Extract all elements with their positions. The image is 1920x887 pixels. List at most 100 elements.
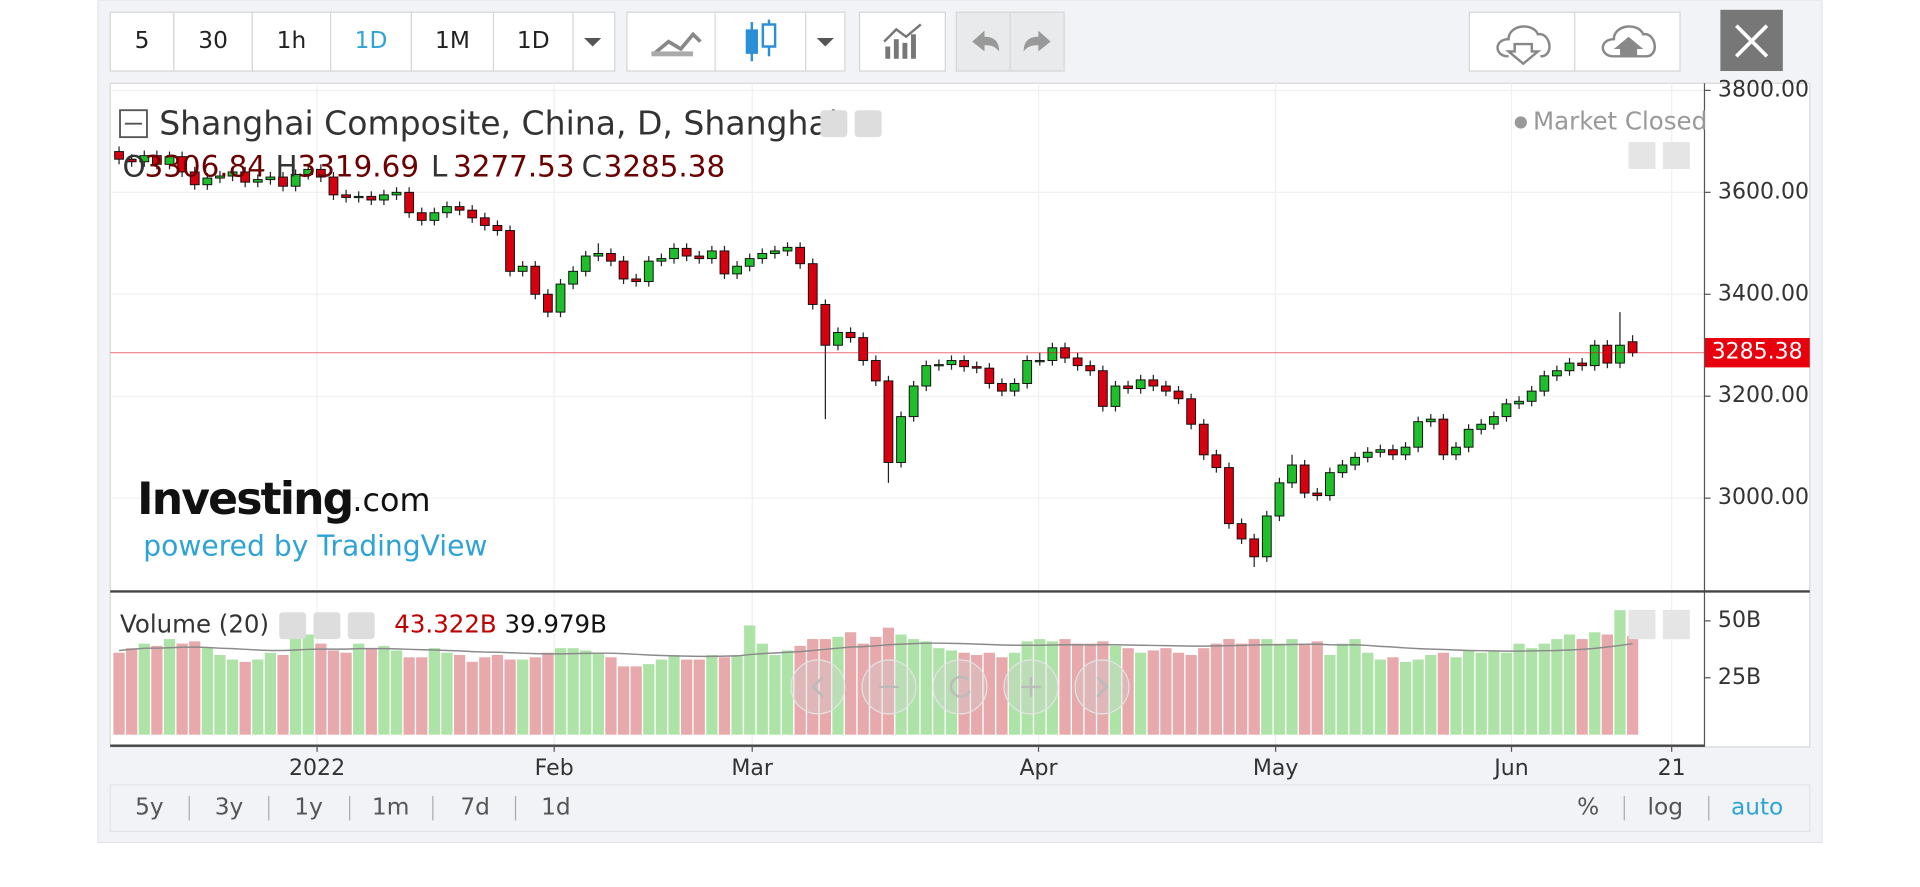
remove-icon[interactable] xyxy=(347,612,375,640)
resize-button[interactable] xyxy=(1662,142,1690,169)
candle-body xyxy=(1552,370,1562,377)
volume-bar xyxy=(1097,641,1109,735)
powered-by: powered by TradingView xyxy=(143,529,487,562)
investing-logo: Investing.com xyxy=(137,474,430,525)
move-up-button[interactable] xyxy=(1628,609,1656,640)
chart-style-group xyxy=(626,11,846,72)
scale-option[interactable]: auto xyxy=(1731,794,1783,821)
volume-bar xyxy=(1248,639,1260,735)
interval-button[interactable] xyxy=(492,11,574,72)
candle-body xyxy=(694,255,705,260)
volume-bar xyxy=(1462,650,1475,735)
candle-body xyxy=(1337,464,1348,474)
candle-body xyxy=(1350,456,1360,466)
candle-body xyxy=(1375,449,1386,453)
candle-style-button[interactable] xyxy=(745,19,777,62)
volume-bar xyxy=(466,661,478,735)
volume-bar xyxy=(1488,650,1500,735)
redo-button[interactable] xyxy=(1023,30,1051,52)
candle-body xyxy=(1488,416,1499,425)
toolbar: 5 30 1h 1D 1M 1D xyxy=(109,11,616,72)
settings-icon[interactable] xyxy=(313,612,341,640)
volume-bar xyxy=(327,650,340,735)
cloud-download-button[interactable] xyxy=(1496,25,1551,58)
settings-icon[interactable] xyxy=(854,110,882,138)
candle-body xyxy=(593,253,604,257)
candle-body xyxy=(795,246,806,265)
x-tick-label: May xyxy=(1253,756,1299,781)
range-button[interactable]: 3y xyxy=(215,794,244,821)
candle-body xyxy=(1224,467,1234,525)
footer-bar xyxy=(109,784,1811,833)
volume-bar xyxy=(605,657,617,735)
scale-option[interactable]: % xyxy=(1577,794,1599,821)
volume-bar xyxy=(1286,639,1298,735)
nav-icon xyxy=(949,675,971,698)
volume-bar xyxy=(1198,648,1210,735)
volume-bar xyxy=(832,636,844,735)
reset-button[interactable] xyxy=(932,659,988,715)
interval-button[interactable] xyxy=(251,11,332,72)
candle-body xyxy=(442,206,452,214)
scroll-left-button[interactable] xyxy=(790,659,846,715)
interval-button[interactable] xyxy=(173,11,253,72)
volume-bar xyxy=(1601,634,1613,735)
interval-button[interactable] xyxy=(410,11,495,72)
volume-bar xyxy=(1412,659,1424,735)
candle-body xyxy=(1476,423,1487,430)
volume-bar xyxy=(1084,643,1096,735)
volume-bar xyxy=(1223,639,1235,735)
y-tick-label: 3000.00 xyxy=(1718,485,1809,510)
volume-bar xyxy=(908,639,920,735)
candle-body xyxy=(681,247,692,257)
volume-bar xyxy=(340,652,352,735)
close-button[interactable] xyxy=(1720,9,1783,72)
resize-button[interactable] xyxy=(1662,609,1690,640)
candle-body xyxy=(1148,379,1159,387)
volume-tick-label: 50B xyxy=(1718,608,1761,633)
interval-label: 1D xyxy=(355,27,388,54)
scroll-right-button[interactable] xyxy=(1074,659,1130,715)
volume-bar xyxy=(1500,652,1513,735)
volume-bar xyxy=(529,657,541,735)
candle-body xyxy=(933,364,944,367)
volume-bar xyxy=(163,639,176,735)
candle-body xyxy=(1615,344,1625,364)
candle-body xyxy=(189,171,200,186)
visibility-icon[interactable] xyxy=(279,612,307,640)
range-button[interactable]: 1m xyxy=(372,794,409,821)
undo-button[interactable] xyxy=(972,30,1000,52)
icon-bar xyxy=(902,42,908,59)
candle-body xyxy=(416,212,427,221)
candle-body xyxy=(1186,398,1197,425)
candle-body xyxy=(744,258,755,267)
volume-bar xyxy=(592,652,604,735)
candle-body xyxy=(1110,385,1121,407)
nav-icon xyxy=(1021,677,1041,697)
candle-body xyxy=(706,250,717,260)
interval-button[interactable] xyxy=(330,11,413,72)
volume-bar xyxy=(189,641,201,735)
candle-body xyxy=(946,360,957,366)
x-tick-label: 21 xyxy=(1658,756,1686,781)
volume-bar xyxy=(1551,639,1563,735)
scale-option[interactable]: log xyxy=(1648,794,1683,821)
line-style-button[interactable] xyxy=(651,31,702,57)
range-button[interactable]: 5y xyxy=(135,794,164,821)
range-button[interactable]: 1d xyxy=(541,794,571,821)
candle-body xyxy=(315,168,326,178)
candle-body xyxy=(959,360,970,368)
range-button[interactable]: 1y xyxy=(294,794,323,821)
volume-bar xyxy=(680,659,693,735)
dropdown-arrow[interactable] xyxy=(816,37,834,47)
ohlc-value: 3306.84 xyxy=(145,149,266,183)
visibility-icon[interactable] xyxy=(820,110,848,138)
range-button[interactable]: 7d xyxy=(460,794,490,821)
cloud-upload-button[interactable] xyxy=(1601,25,1656,58)
y-tick-label: 3200.00 xyxy=(1718,383,1809,408)
candle-body xyxy=(1274,482,1285,517)
x-tick-label: Apr xyxy=(1019,756,1058,781)
move-down-button[interactable] xyxy=(1628,142,1656,169)
candle-body xyxy=(265,176,276,181)
indicators-button[interactable] xyxy=(858,11,946,72)
